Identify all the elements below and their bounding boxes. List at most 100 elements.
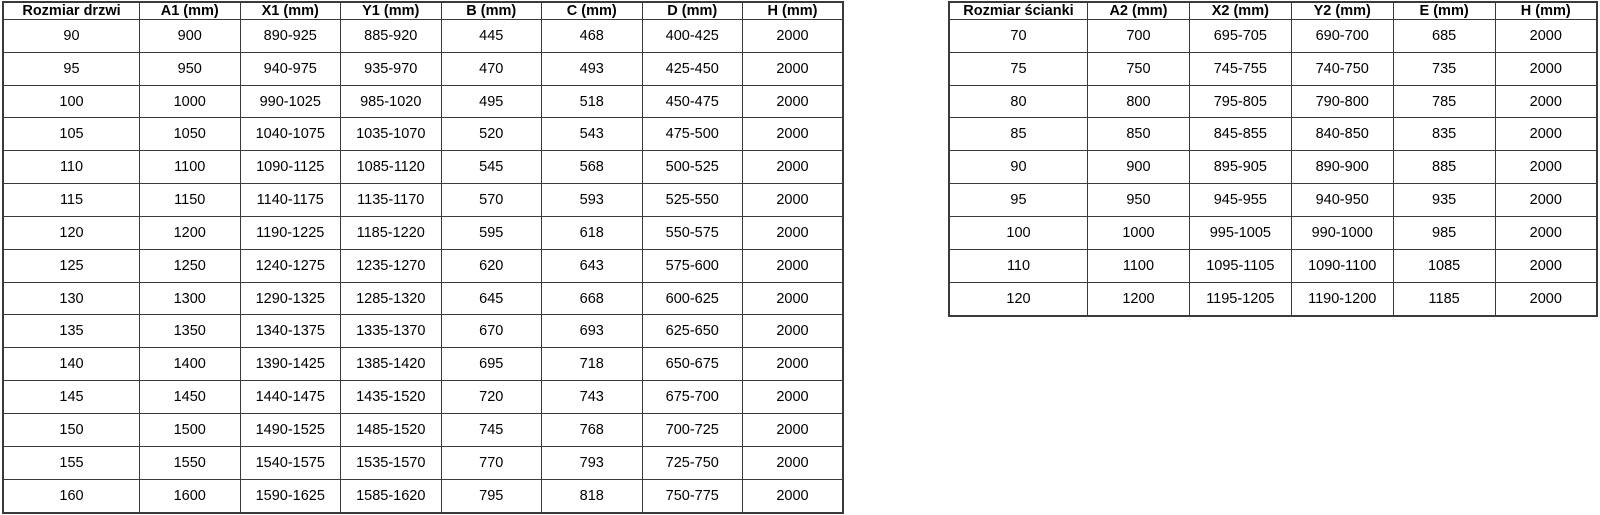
wall-size-table: Rozmiar ścianki A2 (mm) X2 (mm) Y2 (mm) E (m… (948, 1, 1598, 317)
table-cell: 675-700 (641, 380, 743, 414)
table-cell: 425-450 (641, 51, 743, 86)
table-cell: 570 (440, 183, 542, 217)
table-cell: 2000 (1494, 150, 1598, 185)
table-cell: 985-1020 (340, 84, 442, 119)
table-cell: 2000 (742, 150, 844, 185)
table-cell: 935 (1392, 183, 1496, 217)
table-cell: 495 (440, 84, 542, 119)
table-cell: 1385-1420 (340, 347, 442, 382)
table-cell: 1450 (139, 380, 241, 414)
table-cell: 400-425 (641, 19, 743, 53)
table-cell: 450-475 (641, 84, 743, 119)
table-cell: 1190-1225 (239, 215, 341, 250)
table-cell: 668 (541, 281, 643, 316)
table-cell: 885-920 (340, 19, 442, 53)
table-cell: 468 (541, 19, 643, 53)
table-cell: 745 (440, 412, 542, 447)
table-cell: 2000 (1494, 281, 1598, 317)
table-cell: 685 (1392, 19, 1496, 53)
column-header: A1 (mm) (139, 1, 241, 20)
table-cell: 2000 (1494, 51, 1598, 86)
table-cell: 1050 (139, 117, 241, 152)
table-cell: 890-900 (1290, 150, 1394, 185)
table-cell: 1185-1220 (340, 215, 442, 250)
table-row: 75 750 745-755 740-750 735 2000 (948, 51, 1598, 86)
column-header: Y2 (mm) (1290, 1, 1394, 20)
table-cell: 543 (541, 117, 643, 152)
table-cell: 795-805 (1188, 84, 1292, 119)
table-cell: 2000 (742, 281, 844, 316)
table-cell: 625-650 (641, 314, 743, 349)
column-header: Rozmiar drzwi (2, 1, 140, 20)
table-cell: 750 (1087, 51, 1190, 86)
table-cell: 80 (948, 84, 1088, 119)
table-cell: 110 (948, 248, 1088, 283)
table-cell: 2000 (742, 380, 844, 414)
table-cell: 2000 (742, 19, 844, 53)
table-cell: 155 (2, 445, 140, 480)
table-cell: 1285-1320 (340, 281, 442, 316)
table-row: 95 950 940-975 935-970 470 493 425-450 2000 (2, 51, 844, 86)
table-cell: 2000 (1494, 248, 1598, 283)
table-cell: 1390-1425 (239, 347, 341, 382)
table-cell: 1185 (1392, 281, 1496, 317)
column-header: C (mm) (541, 1, 643, 20)
table-cell: 1335-1370 (340, 314, 442, 349)
table-cell: 700-725 (641, 412, 743, 447)
table-row: 130 1300 1290-1325 1285-1320 645 668 600-625 20… (2, 281, 844, 316)
table-cell: 1085-1120 (340, 150, 442, 185)
table-row: 70 700 695-705 690-700 685 2000 (948, 19, 1598, 53)
table-cell: 743 (541, 380, 643, 414)
table-cell: 1140-1175 (239, 183, 341, 217)
table-cell: 793 (541, 445, 643, 480)
table-cell: 1035-1070 (340, 117, 442, 152)
table-cell: 1100 (139, 150, 241, 185)
table-cell: 693 (541, 314, 643, 349)
table-cell: 885 (1392, 150, 1496, 185)
table-cell: 768 (541, 412, 643, 447)
table-cell: 620 (440, 248, 542, 283)
door-size-table: Rozmiar drzwi A1 (mm) X1 (mm) Y1 (mm) B (mm)… (2, 1, 844, 514)
table-row: 120 1200 1190-1225 1185-1220 595 618 550-575 20… (2, 215, 844, 250)
table-cell: 995-1005 (1188, 215, 1292, 250)
table-cell: 2000 (742, 248, 844, 283)
table-row: 125 1250 1240-1275 1235-1270 620 643 575-600 20… (2, 248, 844, 283)
table-cell: 735 (1392, 51, 1496, 86)
table-cell: 100 (948, 215, 1088, 250)
column-header: X2 (mm) (1188, 1, 1292, 20)
table-cell: 70 (948, 19, 1088, 53)
table-cell: 493 (541, 51, 643, 86)
table-cell: 1135-1170 (340, 183, 442, 217)
column-header: A2 (mm) (1087, 1, 1190, 20)
table-row: 110 1100 1095-1105 1090-1100 1085 2000 (948, 248, 1598, 283)
table-cell: 160 (2, 478, 140, 514)
table-cell: 2000 (742, 51, 844, 86)
table-cell: 95 (948, 183, 1088, 217)
table-row: 100 1000 995-1005 990-1000 985 2000 (948, 215, 1598, 250)
column-header: B (mm) (440, 1, 542, 20)
table-cell: 650-675 (641, 347, 743, 382)
table-cell: 2000 (1494, 19, 1598, 53)
table-cell: 785 (1392, 84, 1496, 119)
table-cell: 1350 (139, 314, 241, 349)
table-cell: 950 (139, 51, 241, 86)
table-cell: 695-705 (1188, 19, 1292, 53)
table-cell: 90 (2, 19, 140, 53)
table-row: 120 1200 1195-1205 1190-1200 1185 2000 (948, 281, 1598, 317)
table-cell: 475-500 (641, 117, 743, 152)
table-cell: 2000 (1494, 84, 1598, 119)
table-row: 95 950 945-955 940-950 935 2000 (948, 183, 1598, 217)
table-cell: 740-750 (1290, 51, 1394, 86)
table-cell: 790-800 (1290, 84, 1394, 119)
table-row: 90 900 895-905 890-900 885 2000 (948, 150, 1598, 185)
table-cell: 500-525 (641, 150, 743, 185)
table-cell: 750-775 (641, 478, 743, 514)
table-cell: 2000 (1494, 117, 1598, 152)
table-cell: 1090-1100 (1290, 248, 1394, 283)
column-header: Y1 (mm) (340, 1, 442, 20)
table-cell: 2000 (1494, 215, 1598, 250)
column-header: D (mm) (641, 1, 743, 20)
table-cell: 2000 (742, 215, 844, 250)
table-cell: 643 (541, 248, 643, 283)
column-header: X1 (mm) (239, 1, 341, 20)
